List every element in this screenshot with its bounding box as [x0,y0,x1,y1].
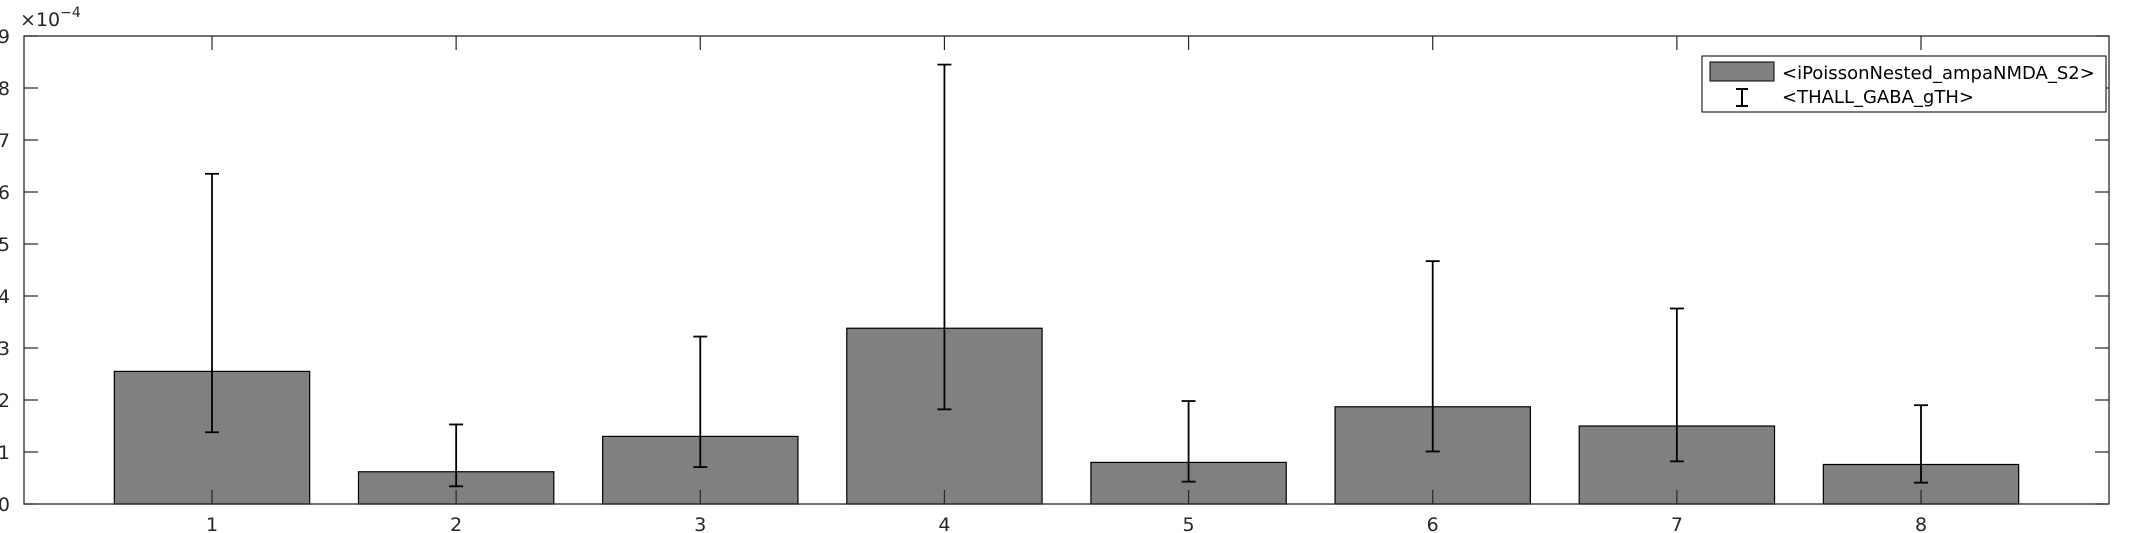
y-tick-label: 6 [0,182,10,204]
y-tick-label: 4 [0,286,10,308]
plot-area-border [23,35,2110,505]
y-axis-multiplier: ×10−4 [20,5,81,31]
y-axis-ticks: 0 1 2 3 4 5 6 7 8 9 [0,26,2109,516]
y-tick-label: 9 [0,26,10,48]
error-bars-layer [204,63,1929,488]
y-tick-label: 7 [0,130,10,152]
bars-layer [113,327,2020,505]
error-bar-7 [1669,307,1684,463]
legend-series-label: <iPoissonNested_ampaNMDA_S2> [1782,63,2095,84]
y-tick-label: 8 [0,78,10,100]
y-tick-label: 2 [0,390,10,412]
x-tick-label: 8 [1915,514,1927,533]
error-bar-6 [1425,260,1440,453]
error-bar-4 [937,63,952,411]
x-axis-ticks: 1 2 3 4 5 6 7 8 [206,36,1927,533]
y-tick-label: 5 [0,234,10,256]
x-tick-label: 6 [1427,514,1439,533]
legend: <iPoissonNested_ampaNMDA_S2> <THALL_GABA… [1701,55,2107,113]
axes-layer [23,35,2110,505]
x-tick-label: 4 [938,514,950,533]
legend-errorbar-icon [1736,88,1748,107]
x-tick-label: 3 [694,514,706,533]
legend-errorbar-label: <THALL_GABA_gTH> [1782,87,1974,108]
error-bar-1 [204,172,219,434]
x-tick-label: 2 [450,514,462,533]
error-bar-2 [449,423,464,488]
x-tick-label: 5 [1183,514,1195,533]
y-tick-label: 0 [0,494,10,516]
y-tick-label: 3 [0,338,10,360]
y-tick-label: 1 [0,442,10,464]
x-tick-label: 1 [206,514,218,533]
error-bar-5 [1181,400,1196,483]
x-tick-label: 7 [1671,514,1683,533]
error-bar-3 [693,335,708,468]
legend-bar-swatch [1709,61,1775,82]
error-bar-8 [1914,404,1929,484]
